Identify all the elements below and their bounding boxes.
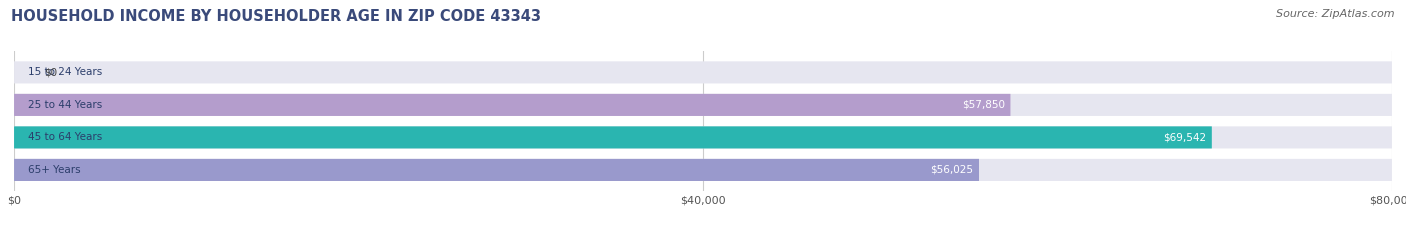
FancyBboxPatch shape xyxy=(14,159,1392,181)
FancyBboxPatch shape xyxy=(14,61,1392,83)
Text: $57,850: $57,850 xyxy=(962,100,1005,110)
Text: 25 to 44 Years: 25 to 44 Years xyxy=(28,100,103,110)
Text: 45 to 64 Years: 45 to 64 Years xyxy=(28,132,103,142)
Text: 15 to 24 Years: 15 to 24 Years xyxy=(28,67,103,77)
FancyBboxPatch shape xyxy=(14,126,1212,148)
Text: $0: $0 xyxy=(45,67,58,77)
Text: HOUSEHOLD INCOME BY HOUSEHOLDER AGE IN ZIP CODE 43343: HOUSEHOLD INCOME BY HOUSEHOLDER AGE IN Z… xyxy=(11,9,541,24)
Text: Source: ZipAtlas.com: Source: ZipAtlas.com xyxy=(1277,9,1395,19)
FancyBboxPatch shape xyxy=(14,94,1392,116)
Text: 65+ Years: 65+ Years xyxy=(28,165,80,175)
FancyBboxPatch shape xyxy=(14,126,1392,148)
FancyBboxPatch shape xyxy=(14,159,979,181)
Text: $69,542: $69,542 xyxy=(1163,132,1206,142)
Text: $56,025: $56,025 xyxy=(931,165,973,175)
FancyBboxPatch shape xyxy=(14,94,1011,116)
